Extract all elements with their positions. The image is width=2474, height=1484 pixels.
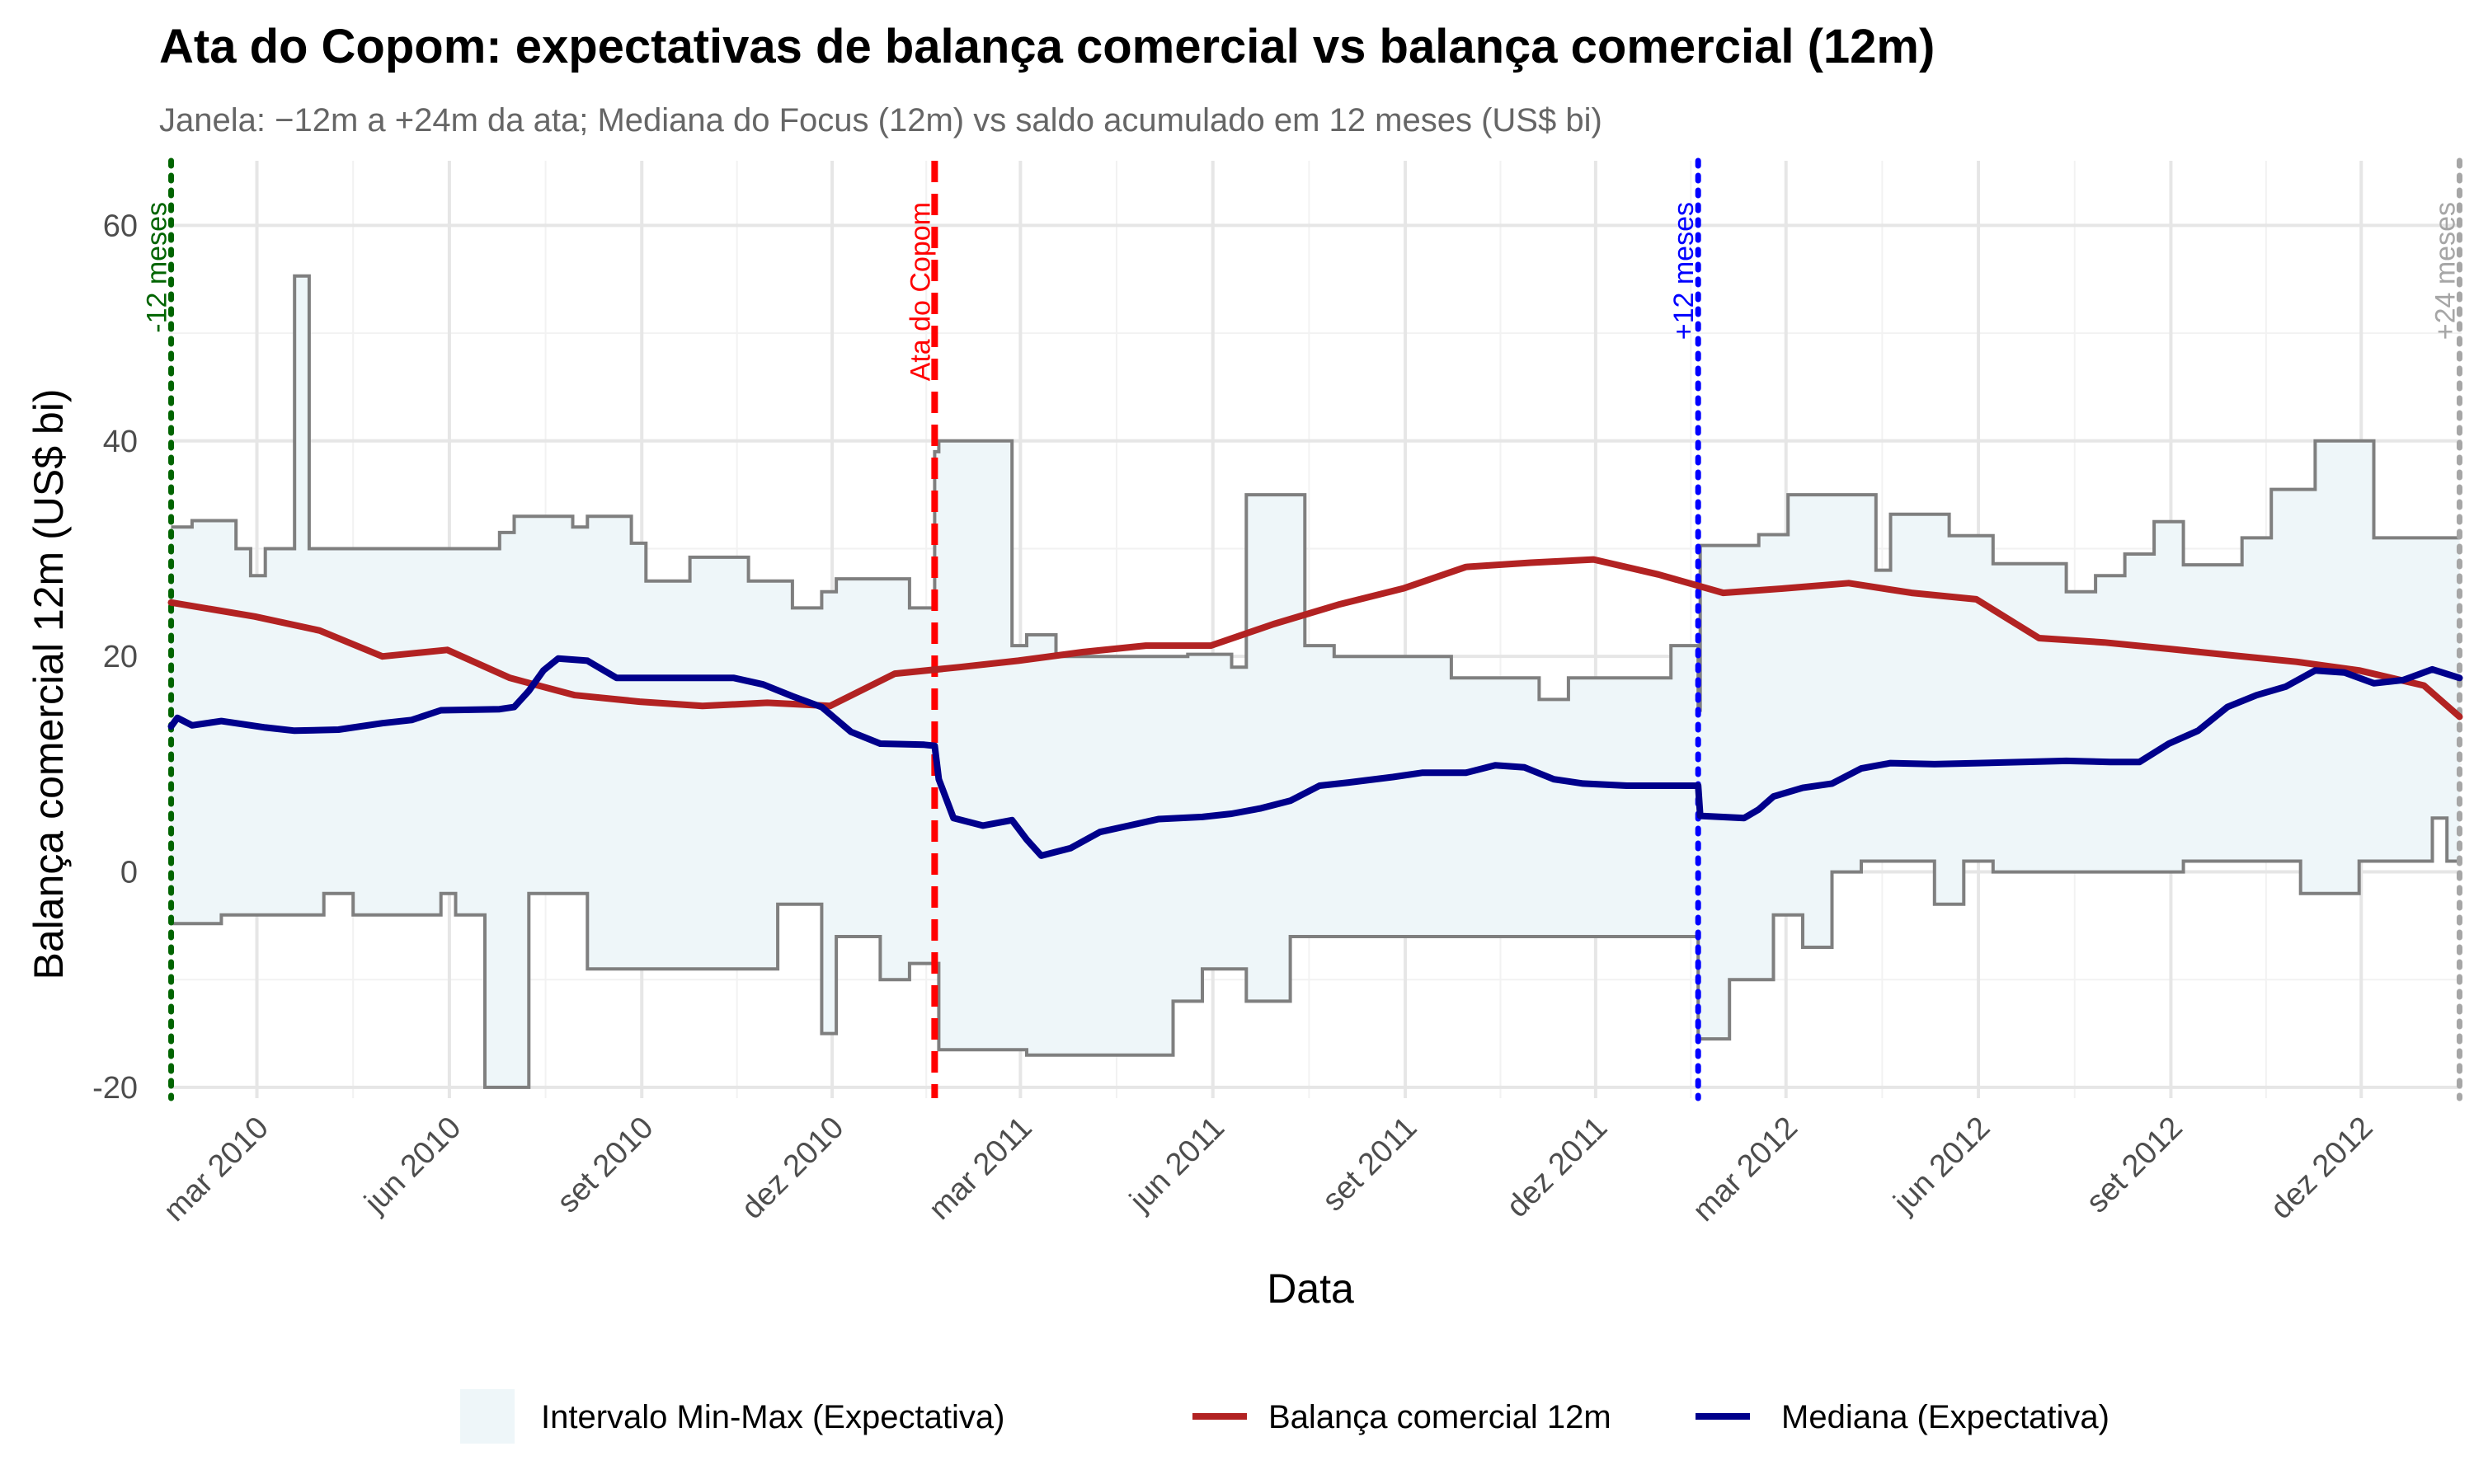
y-tick-label: 60 bbox=[103, 209, 138, 243]
y-axis-ticks: -20 0 20 40 60 bbox=[92, 209, 138, 1106]
vline-label-1: Ata do Copom bbox=[905, 202, 936, 381]
y-axis-title: Balança comercial 12m (US$ bi) bbox=[26, 389, 72, 980]
band-fill bbox=[171, 275, 2460, 1087]
chart-subtitle: Janela: −12m a +24m da ata; Mediana do F… bbox=[159, 102, 1602, 139]
reference-lines: -12 meses Ata do Copom +12 meses +24 meses bbox=[142, 157, 2462, 1101]
vline-label-0: -12 meses bbox=[142, 202, 173, 333]
series-line-1 bbox=[167, 655, 2463, 859]
legend-label-1: Balança comercial 12m bbox=[1268, 1399, 1611, 1435]
y-tick-label: -20 bbox=[92, 1071, 138, 1106]
vline-label-3: +24 meses bbox=[2429, 202, 2461, 340]
vline-label-2: +12 meses bbox=[1668, 202, 1700, 340]
series-lines bbox=[167, 556, 2463, 859]
band-lower-edge bbox=[171, 816, 2460, 1089]
chart-title: Ata do Copom: expectativas de balança co… bbox=[159, 20, 1935, 73]
x-axis-title: Data bbox=[1267, 1266, 1354, 1312]
min-max-band bbox=[171, 274, 2460, 1089]
series-line-0 bbox=[167, 556, 2463, 721]
legend-key-band bbox=[460, 1389, 515, 1444]
band-upper-edge bbox=[171, 274, 2460, 712]
legend-label-2: Mediana (Expectativa) bbox=[1781, 1399, 2109, 1435]
legend-label-0: Intervalo Min-Max (Expectativa) bbox=[541, 1399, 1004, 1435]
y-tick-label: 0 bbox=[120, 856, 138, 890]
y-tick-label: 20 bbox=[103, 640, 138, 674]
legend: Intervalo Min-Max (Expectativa) Balança c… bbox=[460, 1389, 2109, 1444]
y-tick-label: 40 bbox=[103, 425, 138, 459]
